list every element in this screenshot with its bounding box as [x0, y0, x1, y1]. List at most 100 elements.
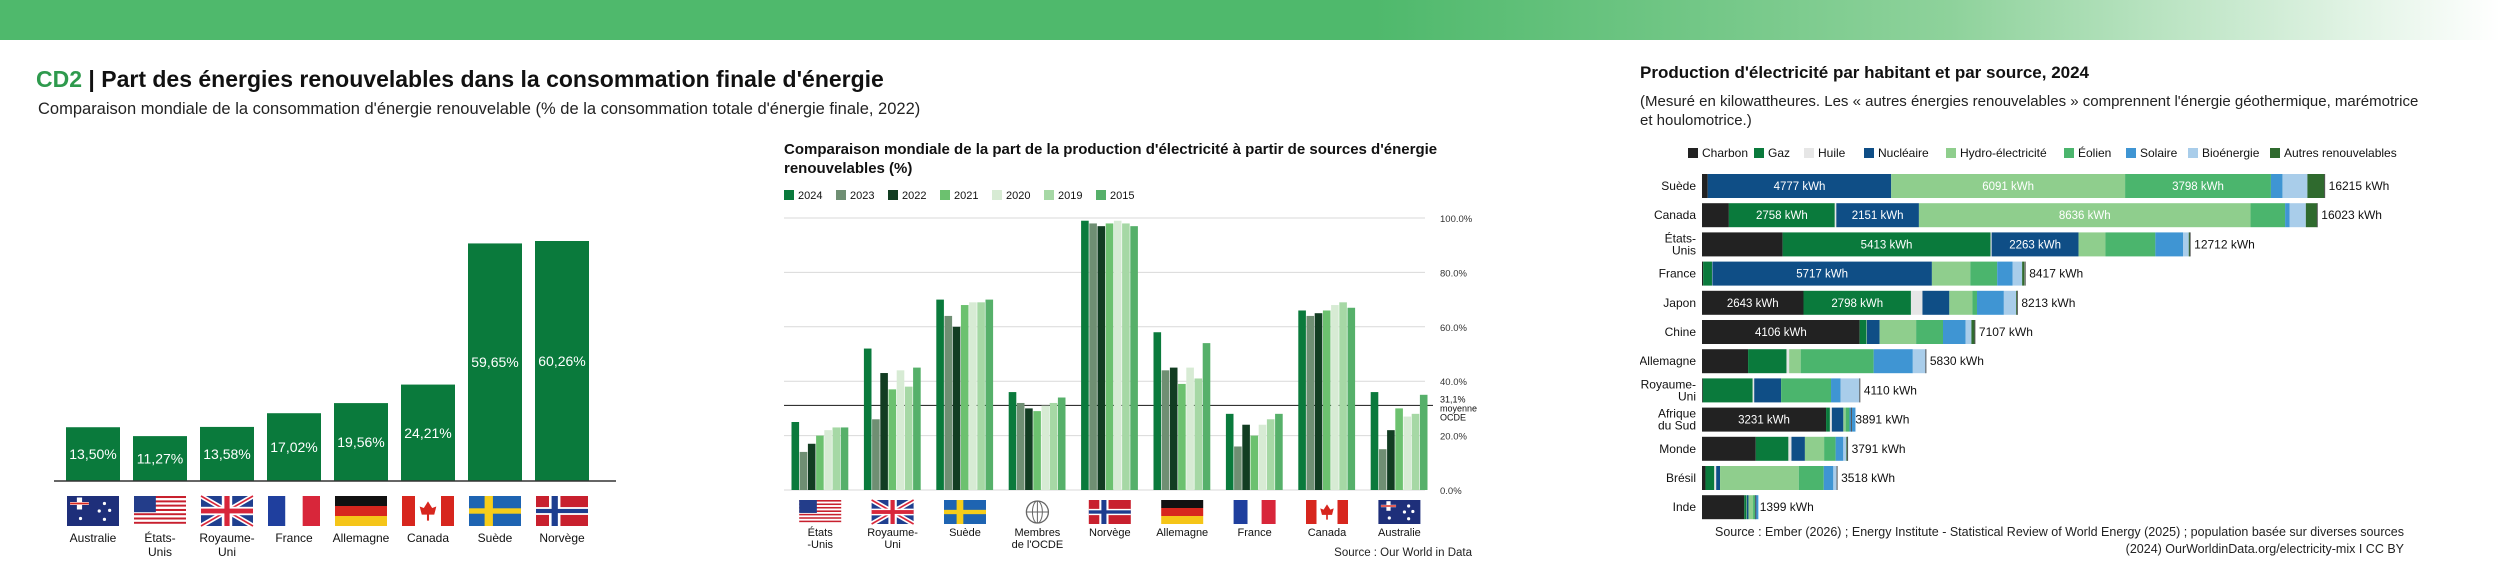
bar: [1403, 416, 1412, 490]
x-tick-label: -Unis: [807, 539, 833, 551]
bar-segment: [1834, 203, 1837, 228]
legend-label: Gaz: [1768, 146, 1790, 160]
flag-germany-icon: [335, 496, 387, 526]
bar: [960, 305, 969, 490]
bar-segment: [1942, 320, 1966, 344]
bar-segment: [1755, 436, 1789, 461]
bar: [1419, 394, 1428, 490]
legend-label: Charbon: [1702, 146, 1748, 160]
y-category-label: Chine: [1665, 325, 1697, 339]
chart3-note: (Mesuré en kilowattheures. Les « autres …: [1640, 93, 2419, 129]
bar-segment: [1859, 320, 1867, 344]
bar-segment: [1746, 495, 1749, 520]
bar: [1242, 424, 1250, 490]
bar-segment: [1752, 378, 1755, 403]
x-tick-label: Allemagne: [333, 531, 390, 545]
bar-segment: [2307, 174, 2325, 198]
x-tick-label: Uni: [218, 545, 236, 559]
bar: [1089, 223, 1097, 490]
flag-sweden-icon: [469, 496, 521, 526]
bar-segment: [1702, 232, 1783, 257]
bar: [1057, 397, 1066, 490]
bar: [863, 348, 872, 490]
bar-segment: [1970, 261, 1998, 286]
bar-segment: [2022, 261, 2025, 286]
x-tick-label: États-: [144, 530, 175, 545]
data-label: 59,65%: [471, 354, 518, 370]
segment-label: 2263 kWh: [2009, 239, 2061, 251]
x-tick-label: France: [275, 531, 313, 545]
bar-segment: [1972, 290, 1977, 315]
bar: [1016, 402, 1025, 490]
bar-segment: [1703, 261, 1712, 286]
bar: [880, 373, 888, 490]
segment-label: 8636 kWh: [2059, 210, 2111, 222]
bar-segment: [1702, 466, 1706, 490]
bar: [1378, 449, 1387, 490]
bar-segment: [1744, 495, 1747, 520]
reference-label: moyenne: [1440, 403, 1477, 413]
bar-segment: [1971, 320, 1975, 344]
bar: [896, 370, 905, 490]
legend-label: Autres renouvelables: [2284, 146, 2397, 160]
segment-label: 5413 kWh: [1861, 239, 1913, 251]
bar: [977, 302, 985, 490]
total-label: 16215 kWh: [2329, 179, 2390, 193]
bar-segment: [1965, 320, 1972, 344]
bar-segment: [1702, 349, 1749, 374]
bar: [1049, 402, 1058, 490]
bar: [1314, 313, 1323, 490]
bar-segment: [1716, 466, 1721, 490]
bar: [334, 403, 388, 481]
data-label: 17,02%: [270, 439, 317, 455]
bar: [816, 435, 824, 490]
legend-swatch: [1688, 148, 1698, 158]
bar-segment: [1843, 407, 1846, 432]
bar-segment: [1702, 174, 1708, 198]
bar: [468, 243, 522, 481]
bar-segment: [1702, 261, 1704, 286]
bar: [840, 427, 849, 490]
bar: [1194, 378, 1203, 490]
bar: [969, 302, 977, 490]
legend-label: Hydro-électricité: [1960, 146, 2047, 160]
bar: [936, 299, 944, 490]
bar-segment: [1840, 378, 1860, 403]
data-label: 13,58%: [203, 446, 250, 462]
bar: [904, 386, 913, 490]
bar-segment: [1829, 407, 1832, 432]
legend-swatch: [2064, 148, 2074, 158]
bar-segment: [1835, 436, 1844, 461]
segment-label: 2643 kWh: [1727, 298, 1779, 310]
bar: [1113, 220, 1122, 490]
x-tick-label: Royaume-: [199, 531, 254, 545]
x-tick-label: Suède: [478, 531, 513, 545]
segment-label: 3231 kWh: [1738, 415, 1790, 427]
bar-segment: [1702, 378, 1753, 403]
bar-segment: [1712, 261, 1932, 286]
bar: [267, 413, 321, 481]
legend-swatch: [2126, 148, 2136, 158]
bar-segment: [2270, 174, 2283, 198]
flag-australia-icon: [67, 496, 119, 526]
y-category-label: Canada: [1654, 208, 1696, 222]
bar-segment: [1931, 261, 1971, 286]
bar: [1153, 332, 1162, 490]
legend-label: Bioénergie: [2202, 146, 2260, 160]
bar: [1169, 367, 1178, 490]
total-label: 3518 kWh: [1841, 471, 1895, 485]
flag-usa-icon: [799, 500, 842, 524]
bar-segment: [2155, 232, 2183, 257]
bar: [535, 241, 589, 481]
bar: [913, 367, 921, 490]
bar-segment: [2012, 261, 2023, 286]
legend-label: 2021: [954, 190, 978, 202]
bar-segment: [1754, 495, 1759, 520]
bar: [1322, 310, 1331, 490]
bar-segment: [1910, 290, 1923, 315]
legend-label: Huile: [1818, 146, 1846, 160]
segment-label: 2151 kWh: [1852, 210, 1904, 222]
legend-label: 2020: [1006, 190, 1030, 202]
y-category-label: Afrique: [1658, 407, 1696, 421]
bar-segment: [2016, 290, 2018, 315]
